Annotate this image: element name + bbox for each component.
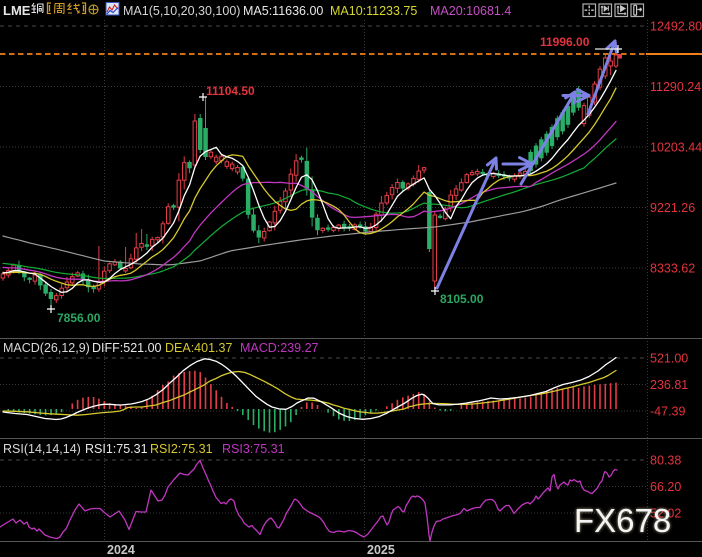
svg-text:11996.00: 11996.00 [540, 35, 590, 49]
svg-text:-47.39: -47.39 [650, 405, 685, 419]
svg-text:RSI2:75.31: RSI2:75.31 [150, 442, 213, 456]
svg-text:MA10:11233.75: MA10:11233.75 [330, 4, 417, 18]
svg-text:521.00: 521.00 [650, 352, 688, 366]
svg-text:7856.00: 7856.00 [57, 311, 101, 325]
svg-text:RSI(14,14,14): RSI(14,14,14) [3, 442, 81, 456]
svg-text:11290.24: 11290.24 [650, 80, 701, 94]
svg-text:MA5:11636.00: MA5:11636.00 [243, 4, 323, 18]
svg-text:2025: 2025 [367, 543, 395, 557]
svg-text:236.81: 236.81 [650, 378, 688, 392]
svg-text:11104.50: 11104.50 [206, 84, 255, 98]
svg-text:FX678: FX678 [574, 502, 671, 539]
svg-text:LME: LME [3, 3, 31, 18]
svg-text:12492.80: 12492.80 [650, 20, 702, 34]
svg-text:9221.26: 9221.26 [650, 201, 695, 215]
svg-text:DEA:401.37: DEA:401.37 [165, 341, 232, 355]
svg-text:8105.00: 8105.00 [440, 292, 484, 306]
svg-text:2024: 2024 [107, 543, 135, 557]
svg-text:MACD:239.27: MACD:239.27 [240, 341, 319, 355]
svg-text:80.38: 80.38 [650, 454, 681, 468]
svg-text:66.20: 66.20 [650, 480, 681, 494]
svg-text:8333.62: 8333.62 [650, 262, 695, 276]
svg-text:MA20:10681.4: MA20:10681.4 [430, 4, 511, 18]
svg-text:MACD(26,12,9): MACD(26,12,9) [3, 341, 90, 355]
svg-text:FX678: FX678 [574, 502, 671, 539]
svg-text:MA1(5,10,20,30,100): MA1(5,10,20,30,100) [123, 4, 240, 18]
svg-text:10203.44: 10203.44 [650, 141, 702, 155]
svg-text:52.02: 52.02 [650, 507, 681, 521]
svg-text:RSI1:75.31: RSI1:75.31 [85, 442, 148, 456]
svg-text:DIFF:521.00: DIFF:521.00 [92, 341, 162, 355]
svg-text:RSI3:75.31: RSI3:75.31 [222, 442, 285, 456]
